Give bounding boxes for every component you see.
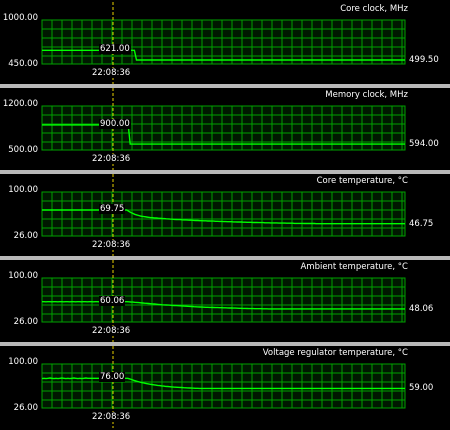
voltage-regulator-temperature-chart[interactable] xyxy=(0,346,450,428)
cursor-time-label: 22:08:36 xyxy=(91,240,132,250)
cursor-time-label: 22:08:36 xyxy=(91,68,132,78)
voltage-regulator-temperature-chart-panel: Voltage regulator temperature, °C 100.00 2… xyxy=(0,346,450,428)
y-axis-min-label: 26.00 xyxy=(13,403,38,413)
panel-separator[interactable] xyxy=(0,342,450,346)
y-axis-max-label: 100.00 xyxy=(8,357,38,367)
cursor-value-label: 60.06 xyxy=(99,295,126,306)
memory-clock-chart[interactable] xyxy=(0,88,450,170)
cursor-time-label: 22:08:36 xyxy=(91,412,132,422)
chart-title: Core temperature, °C xyxy=(316,176,408,186)
y-axis-max-label: 100.00 xyxy=(8,185,38,195)
current-value-label: 499.50 xyxy=(409,55,439,66)
core-clock-chart-panel: Core clock, MHz 1000.00 450.00 499.50 621.00… xyxy=(0,2,450,84)
core-temperature-chart[interactable] xyxy=(0,174,450,256)
plot-area xyxy=(41,277,406,323)
current-value-label: 48.06 xyxy=(409,303,434,314)
plot-area xyxy=(41,19,406,65)
chart-title: Memory clock, MHz xyxy=(325,90,408,100)
y-axis-min-label: 450.00 xyxy=(8,59,38,69)
y-axis-min-label: 26.00 xyxy=(13,317,38,327)
panel-separator[interactable] xyxy=(0,170,450,174)
cursor-value-label: 900.00 xyxy=(99,118,131,129)
chart-title: Core clock, MHz xyxy=(340,4,408,14)
ambient-temperature-chart[interactable] xyxy=(0,260,450,342)
y-axis-max-label: 1200.00 xyxy=(2,99,38,109)
grid xyxy=(42,20,405,64)
chart-title: Voltage regulator temperature, °C xyxy=(262,348,408,358)
cursor-time-label: 22:08:36 xyxy=(91,326,132,336)
current-value-label: 594.00 xyxy=(409,139,439,150)
core-temperature-chart-panel: Core temperature, °C 100.00 26.00 46.75 69.7… xyxy=(0,174,450,256)
memory-clock-chart-panel: Memory clock, MHz 1200.00 500.00 594.00 900.… xyxy=(0,88,450,170)
plot-area xyxy=(41,191,406,237)
ambient-temperature-chart-panel: Ambient temperature, °C 100.00 26.00 48.06 6… xyxy=(0,260,450,342)
panel-separator[interactable] xyxy=(0,84,450,88)
plot-area xyxy=(41,105,406,151)
plot-area xyxy=(41,363,406,409)
y-axis-min-label: 26.00 xyxy=(13,231,38,241)
cursor-value-label: 76.00 xyxy=(99,372,126,383)
y-axis-max-label: 1000.00 xyxy=(2,13,38,23)
current-value-label: 59.00 xyxy=(409,383,434,394)
core-clock-chart[interactable] xyxy=(0,2,450,84)
current-value-label: 46.75 xyxy=(409,218,434,229)
cursor-value-label: 69.75 xyxy=(99,203,126,214)
cursor-time-label: 22:08:36 xyxy=(91,154,132,164)
y-axis-min-label: 500.00 xyxy=(8,145,38,155)
panel-separator[interactable] xyxy=(0,256,450,260)
y-axis-max-label: 100.00 xyxy=(8,271,38,281)
chart-title: Ambient temperature, °C xyxy=(300,262,408,272)
cursor-value-label: 621.00 xyxy=(99,44,131,55)
